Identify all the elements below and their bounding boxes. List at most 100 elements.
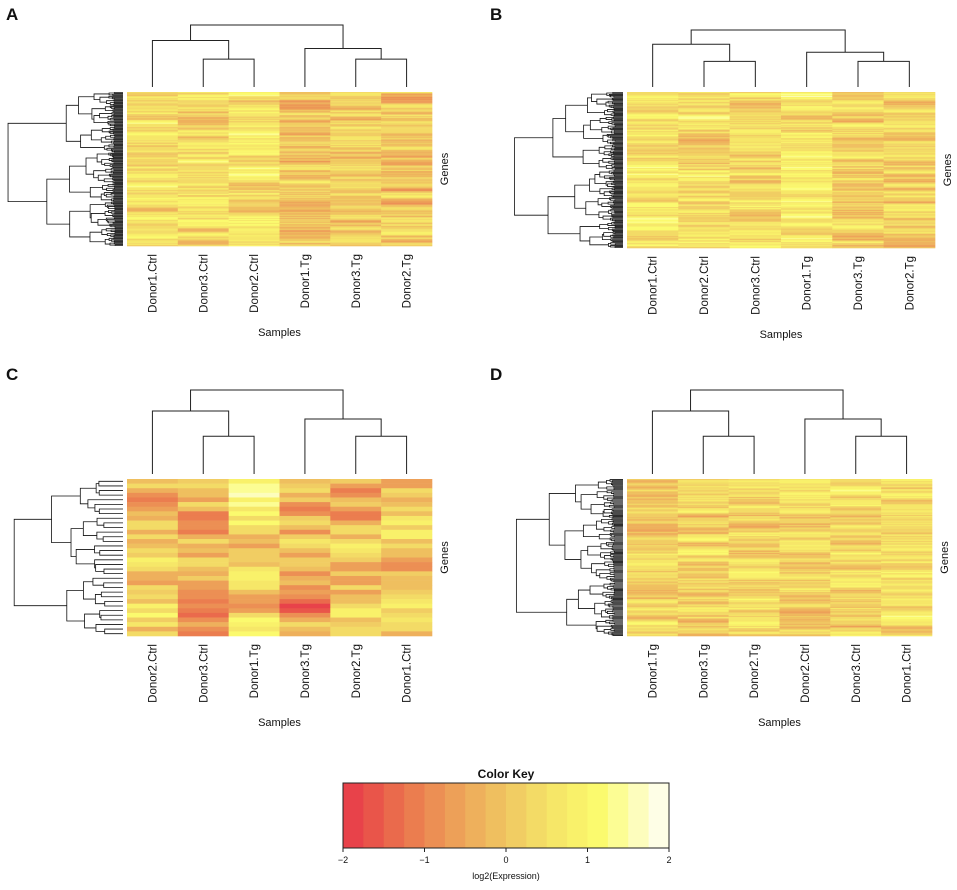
heatmap-cell: [677, 547, 729, 549]
heatmap-cell: [728, 532, 780, 535]
heatmap-cell: [127, 109, 179, 111]
heatmap-cell: [627, 592, 679, 594]
gene-dendrogram-branch: [603, 232, 614, 237]
heatmap-cell: [677, 550, 729, 553]
gene-dendrogram-branch: [111, 148, 123, 152]
heatmap-cell: [729, 150, 782, 152]
heatmap-cell: [677, 616, 729, 619]
heatmap-cell: [881, 553, 933, 555]
heatmap-cell: [381, 192, 433, 194]
heatmap-cell: [729, 134, 782, 137]
heatmap-cell: [781, 112, 833, 114]
heatmap-cell: [330, 194, 382, 196]
heatmap-cell: [381, 194, 433, 196]
heatmap-cell: [832, 210, 884, 213]
heatmap-cell: [677, 517, 729, 519]
heatmap-cell: [678, 205, 730, 207]
heatmap-cell: [228, 128, 280, 130]
heatmap-cell: [127, 170, 179, 173]
heatmap-cell: [729, 158, 782, 160]
heatmap-cell: [127, 622, 179, 628]
heatmap-cell: [678, 163, 730, 165]
heatmap-cells: [627, 479, 933, 637]
heatmap-cell: [678, 111, 730, 113]
heatmap-cell: [779, 610, 831, 612]
heatmap-cell: [127, 226, 179, 229]
heatmap-cell: [779, 487, 831, 490]
heatmap-cell: [381, 195, 433, 198]
gene-dendrogram-branch: [614, 591, 623, 594]
heatmap-cell: [729, 121, 782, 123]
heatmap-cell: [832, 154, 884, 156]
heatmap-cell: [830, 586, 882, 589]
heatmap-cell: [779, 544, 831, 546]
heatmap-cell: [627, 178, 679, 181]
heatmap-cell: [127, 220, 179, 223]
heatmap-cell: [883, 241, 936, 243]
heatmap-cell: [330, 106, 382, 108]
gene-dendrogram-branch: [113, 113, 123, 116]
heatmap-cell: [832, 151, 884, 153]
heatmap-cell: [279, 191, 331, 193]
heatmap-cell: [381, 557, 433, 563]
heatmap-cell: [381, 631, 433, 637]
heatmap-cell: [729, 228, 782, 230]
heatmap-cell: [330, 206, 382, 208]
heatmap-cell: [832, 98, 884, 101]
heatmap-cell: [832, 172, 884, 175]
heatmap-cell: [177, 160, 229, 162]
heatmap-cell: [127, 580, 179, 586]
heatmap-cell: [627, 243, 679, 245]
heatmap-cell: [279, 185, 331, 187]
heatmap-cell: [127, 183, 179, 185]
heatmap-cell: [279, 178, 331, 180]
heatmap-cell: [381, 109, 433, 111]
heatmap-cell: [228, 497, 280, 503]
heatmap-cell: [781, 178, 833, 181]
sample-label: Donor3.Tg: [698, 644, 710, 698]
heatmap-cell: [627, 223, 679, 225]
heatmap-cell: [779, 510, 831, 512]
heatmap-cell: [381, 179, 433, 181]
heatmap-cell: [381, 197, 433, 200]
heatmap-cell: [729, 122, 782, 124]
heatmap-cell: [381, 520, 433, 526]
heatmap-cell: [627, 563, 679, 565]
gene-dendrogram-branch: [113, 138, 123, 141]
heatmap-cell: [627, 97, 679, 100]
heatmap-cell: [177, 502, 229, 508]
heatmap-cell: [830, 567, 882, 570]
heatmap-cell: [330, 113, 382, 115]
heatmap-cell: [781, 152, 833, 154]
heatmap-cell: [228, 146, 280, 149]
heatmap-cell: [228, 99, 280, 101]
heatmap-cell: [781, 156, 833, 158]
heatmap-cell: [677, 516, 729, 518]
heatmap-cell: [177, 164, 229, 166]
heatmap-cell: [729, 131, 782, 133]
gene-dendrogram-branch: [108, 95, 123, 99]
heatmap-cell: [627, 502, 679, 504]
heatmap-cell: [677, 539, 729, 541]
gene-dendrogram-branch: [612, 585, 623, 588]
gene-dendrogram-branch: [607, 201, 615, 205]
heatmap-cell: [381, 207, 433, 209]
color-key-title: Color Key: [478, 767, 535, 781]
dendrogram-branch: [690, 389, 844, 419]
heatmap-cell: [729, 102, 782, 104]
heatmap-cell: [729, 209, 782, 211]
heatmap-cell: [881, 623, 933, 626]
heatmap-cell: [728, 621, 780, 623]
heatmap-cell: [728, 598, 780, 601]
heatmap-cell: [279, 179, 331, 181]
heatmap-cell: [779, 558, 831, 561]
heatmap-cell: [883, 184, 936, 186]
heatmap-cell: [729, 186, 782, 188]
heatmap-cell: [381, 133, 433, 135]
gene-dendrogram-branch: [114, 124, 123, 127]
heatmap-cell: [883, 115, 936, 117]
heatmap-cell: [728, 545, 780, 547]
heatmap-cell: [779, 568, 831, 571]
heatmap-cell: [330, 212, 382, 214]
heatmap-cell: [830, 494, 882, 497]
